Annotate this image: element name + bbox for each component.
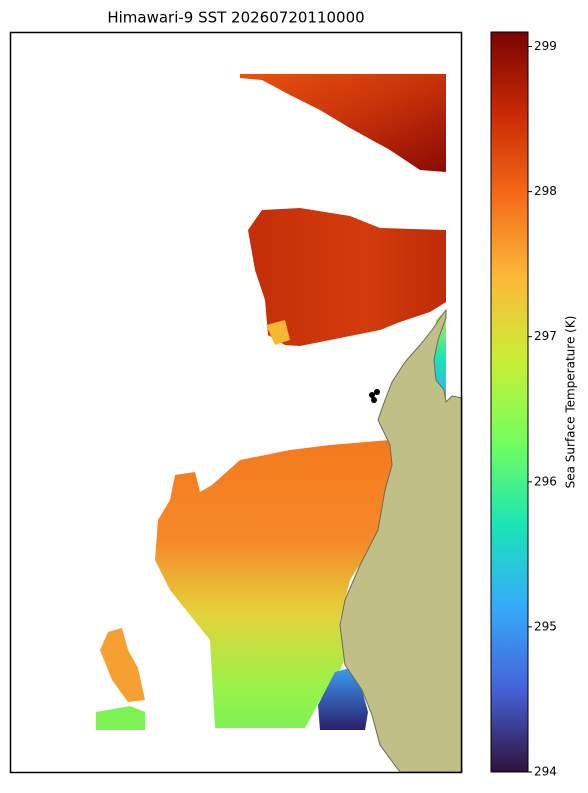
marker <box>374 389 380 395</box>
colorbar-tick-label: 295 <box>534 619 557 633</box>
map <box>9 31 463 774</box>
colorbar-tick-label: 299 <box>534 39 557 53</box>
sst-patch <box>100 628 145 702</box>
sst-patch <box>318 668 368 730</box>
colorbar-tick-label: 298 <box>534 184 557 198</box>
sst-patch <box>266 320 290 345</box>
chart-title: Himawari-9 SST 20260720110000 <box>107 9 364 27</box>
sst-patch <box>96 706 145 730</box>
map-frame <box>9 31 463 774</box>
sst-patch <box>155 440 395 728</box>
sst-patch <box>240 74 446 172</box>
colorbar-tick-label: 297 <box>534 329 557 343</box>
colorbar <box>490 31 529 773</box>
colorbar-label: Sea Surface Temperature (K) <box>564 316 578 489</box>
sst-patch <box>248 208 446 346</box>
colorbar-tick-label: 294 <box>534 765 557 779</box>
marker <box>369 392 375 398</box>
colorbar-tick-label: 296 <box>534 474 557 488</box>
land <box>339 308 463 773</box>
marker <box>371 397 377 403</box>
